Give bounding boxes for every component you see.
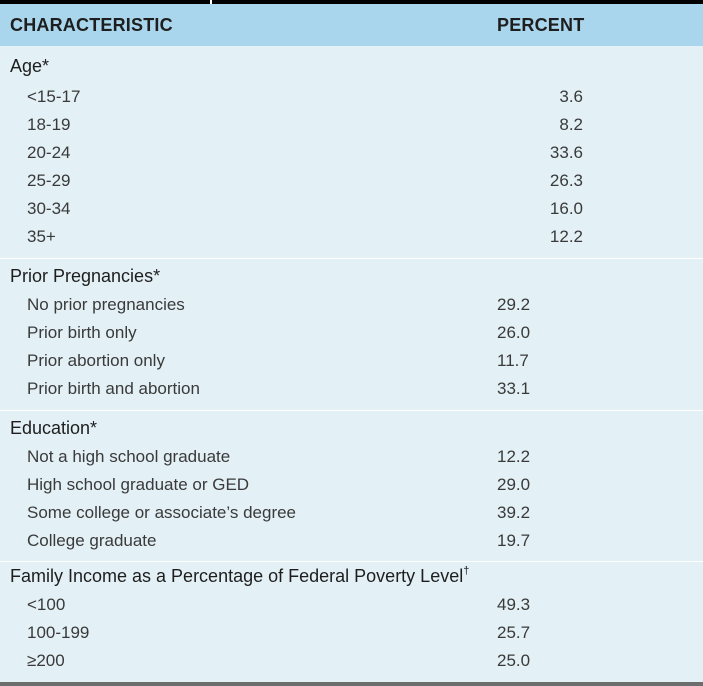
row-value: 33.6 [549,143,583,162]
row-value: 12.2 [549,227,583,246]
row-label: <100 [27,595,66,614]
row-value: 8.2 [559,115,583,134]
group-title-prior-pregnancies: Prior Pregnancies* [10,266,161,286]
row-label: 20-24 [27,143,71,162]
row-label: No prior pregnancies [27,295,185,314]
row-label: Some college or associate’s degree [27,503,297,522]
row-value: 12.2 [497,447,531,466]
row-value: 16.0 [549,199,583,218]
table-header: CHARACTERISTIC PERCENT [0,4,703,46]
group-divider [0,561,703,562]
group-divider [0,258,703,259]
row-label: ≥200 [27,651,65,670]
top-rule [0,0,703,4]
row-label: 18-19 [27,115,71,134]
row-value: 29.0 [497,475,531,494]
dagger-footnote-mark: † [463,565,470,577]
top-rule-gap [210,0,212,4]
row-label: 25-29 [27,171,71,190]
row-label: Not a high school graduate [27,447,231,466]
row-value: 25.0 [497,651,531,670]
row-label: Prior birth only [27,323,137,342]
row-value: 33.1 [497,379,531,398]
group-divider [0,410,703,411]
group-title-age: Age* [10,56,50,76]
row-label: College graduate [27,531,157,550]
row-value: 29.2 [497,295,531,314]
group-title-family-income: Family Income as a Percentage of Federal… [10,566,469,587]
row-label: 30-34 [27,199,71,218]
row-value: 26.3 [549,171,583,190]
group-title-education: Education* [10,418,98,438]
row-value: 39.2 [497,503,531,522]
row-label: Prior birth and abortion [27,379,200,398]
row-label: Prior abortion only [27,351,165,370]
row-value: 11.7 [497,351,529,370]
row-value: 25.7 [497,623,531,642]
row-value: 49.3 [497,595,531,614]
bottom-rule [0,682,703,686]
row-value: 19.7 [497,531,531,550]
row-label: High school graduate or GED [27,475,250,494]
family-income-title-text: Family Income as a Percentage of Federal… [10,566,464,586]
row-label: <15-17 [27,87,81,106]
row-label: 100-199 [27,623,90,642]
row-label: 35+ [27,227,56,246]
header-characteristic: CHARACTERISTIC [10,15,173,35]
row-value: 26.0 [497,323,531,342]
header-percent: PERCENT [497,15,585,35]
row-value: 3.6 [559,87,583,106]
